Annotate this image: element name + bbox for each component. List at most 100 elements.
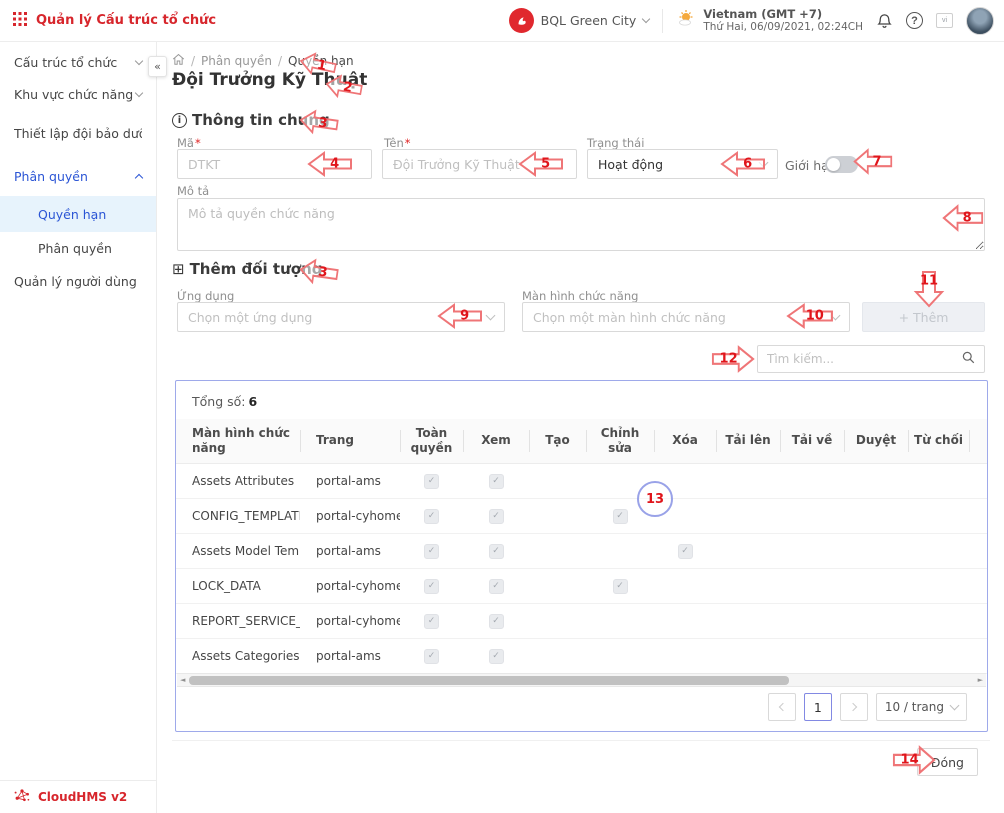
chevron-down-icon xyxy=(949,700,960,711)
checkbox-checked[interactable]: ✓ xyxy=(424,578,439,594)
general-info-section-heading: i Thông tin chung xyxy=(172,111,330,129)
add-button[interactable]: + Thêm xyxy=(862,302,985,332)
brand-molecule-icon xyxy=(13,787,31,807)
status-label: Trạng thái xyxy=(587,136,645,150)
sidebar-item-quyen-han[interactable]: Quyền hạn xyxy=(0,196,156,232)
pagination: 1 10 / trang xyxy=(767,693,967,721)
col-tao[interactable]: Tạo xyxy=(529,419,586,464)
checkbox-checked[interactable]: ✓ xyxy=(612,578,628,594)
limit-toggle[interactable] xyxy=(825,156,858,173)
scroll-right-icon[interactable]: ► xyxy=(977,676,983,684)
chevron-down-icon xyxy=(134,88,144,97)
checkbox-checked[interactable]: ✓ xyxy=(612,508,628,524)
chevron-left-icon xyxy=(778,702,788,712)
sidebar-footer: CloudHMS v2 xyxy=(0,780,156,813)
col-tai-ve[interactable]: Tải về xyxy=(780,419,844,464)
checkbox-checked[interactable]: ✓ xyxy=(488,578,504,594)
checkbox-checked[interactable]: ✓ xyxy=(424,543,439,559)
close-button[interactable]: Đóng xyxy=(916,748,978,776)
code-field[interactable] xyxy=(177,149,372,179)
limit-label: Giới hạn xyxy=(785,158,837,173)
scrollbar-thumb[interactable] xyxy=(189,676,789,685)
sidebar-item-phan-quyen-parent[interactable]: Phân quyền xyxy=(0,156,156,196)
col-xem[interactable]: Xem xyxy=(463,419,529,464)
breadcrumb-item-phan-quyen[interactable]: Phân quyền xyxy=(201,54,272,68)
sidebar-item-quan-ly-nguoi-dung[interactable]: Quản lý người dùng xyxy=(14,274,137,289)
status-select[interactable]: Hoạt động xyxy=(587,149,778,179)
prev-page-button[interactable] xyxy=(767,693,796,721)
table-row[interactable]: Assets Model Templates portal-ams ✓ ✓ ✓ … xyxy=(176,533,987,569)
timezone-block[interactable]: Vietnam (GMT +7) Thứ Hai, 06/09/2021, 02… xyxy=(676,7,863,35)
description-label: Mô tả xyxy=(177,184,210,198)
table-row[interactable]: Assets Categories portal-ams ✓ ✓ ✓ ✓ ✓ ✓… xyxy=(176,638,987,674)
chevron-up-icon xyxy=(134,173,144,182)
col-xoa[interactable]: Xóa xyxy=(654,419,716,464)
search-icon[interactable] xyxy=(962,351,975,368)
checkbox-checked[interactable]: ✓ xyxy=(424,648,439,664)
description-textarea[interactable] xyxy=(177,198,985,251)
chevron-down-icon xyxy=(758,157,769,168)
col-tai-len[interactable]: Tải lên xyxy=(716,419,780,464)
table-row[interactable]: REPORT_SERVICE_REVEN... portal-cyhome ✓ … xyxy=(176,603,987,639)
search-input[interactable] xyxy=(767,352,947,366)
org-logo-icon xyxy=(508,8,534,33)
name-field[interactable] xyxy=(382,149,577,179)
checkbox-checked[interactable]: ✓ xyxy=(488,613,504,629)
col-toan-quyen[interactable]: Toàn quyền xyxy=(400,419,463,464)
screen-select[interactable]: Chọn một màn hình chức năng xyxy=(522,302,850,332)
language-switch[interactable]: vi xyxy=(936,13,953,28)
info-icon: i xyxy=(172,112,187,128)
checkbox-checked[interactable]: ✓ xyxy=(424,613,439,629)
permissions-table-panel: Tổng số: 6 Màn hình chức năng Trang Toàn … xyxy=(175,380,988,732)
sidebar-item-thiet-lap-doi-bao-duong[interactable]: Thiết lập đội bảo dưỡng khu ... xyxy=(14,125,142,141)
header-divider xyxy=(662,8,664,33)
scroll-left-icon[interactable]: ◄ xyxy=(180,676,186,684)
permissions-table: Màn hình chức năng Trang Toàn quyền Xem … xyxy=(176,419,987,674)
page-number-button[interactable]: 1 xyxy=(803,693,832,721)
application-select[interactable]: Chọn một ứng dụng xyxy=(177,302,505,332)
col-chinh-sua[interactable]: Chỉnh sửa xyxy=(586,419,654,464)
table-header-row: Màn hình chức năng Trang Toàn quyền Xem … xyxy=(176,419,987,464)
table-row[interactable]: LOCK_DATA portal-cyhome ✓ ✓ ✓ ✓ ✓ ✓ ✓ ✓ … xyxy=(176,568,987,604)
org-selector[interactable]: BQL Green City xyxy=(508,8,651,33)
app-grid-icon[interactable] xyxy=(13,11,27,30)
checkbox-checked[interactable]: ✓ xyxy=(488,543,504,559)
breadcrumb-item-quyen-han[interactable]: Quyền hạn xyxy=(288,54,354,68)
checkbox-checked[interactable]: ✓ xyxy=(424,473,439,489)
help-icon[interactable]: ? xyxy=(906,12,923,29)
horizontal-scrollbar[interactable]: ◄ ► xyxy=(177,673,986,687)
col-trang[interactable]: Trang xyxy=(300,419,400,464)
checkbox-checked[interactable]: ✓ xyxy=(677,543,693,559)
brand-name: CloudHMS v2 xyxy=(38,790,128,804)
checkbox-checked[interactable]: ✓ xyxy=(424,508,439,524)
table-row[interactable]: CONFIG_TEMPLATE portal-cyhome ✓ ✓ ✓ ✓ ✓ … xyxy=(176,498,987,534)
next-page-button[interactable] xyxy=(839,693,868,721)
checkbox-checked[interactable]: ✓ xyxy=(488,508,504,524)
timezone-name: Vietnam (GMT +7) xyxy=(703,6,823,21)
sidebar-item-phan-quyen[interactable]: Phân quyền xyxy=(38,241,112,256)
sidebar-collapse-button[interactable]: « xyxy=(148,56,167,77)
sidebar-item-cau-truc-to-chuc[interactable]: Cấu trúc tổ chức xyxy=(0,46,156,78)
notification-bell-icon[interactable] xyxy=(876,12,893,29)
page-size-select[interactable]: 10 / trang xyxy=(875,693,967,721)
col-duyet[interactable]: Duyệt xyxy=(844,419,908,464)
chevron-down-icon xyxy=(485,310,496,321)
checkbox-checked[interactable]: ✓ xyxy=(488,473,504,489)
app-title: Quản lý Cấu trúc tổ chức xyxy=(36,13,217,28)
chevron-down-icon xyxy=(830,310,841,321)
table-row[interactable]: Assets Attributes portal-ams ✓ ✓ ✓ ✓ ✓ ✓… xyxy=(176,463,987,499)
sidebar: Cấu trúc tổ chức Khu vực chức năng Thiết… xyxy=(0,42,157,813)
current-datetime: Thứ Hai, 06/09/2021, 02:24CH xyxy=(703,21,863,34)
add-box-icon: ⊞ xyxy=(172,260,185,278)
search-box xyxy=(757,345,985,373)
footer-divider xyxy=(172,740,990,741)
total-count: Tổng số: 6 xyxy=(192,394,258,409)
sidebar-item-khu-vuc-chuc-nang[interactable]: Khu vực chức năng xyxy=(0,78,156,110)
col-tu-choi[interactable]: Từ chối xyxy=(908,419,969,464)
checkbox-checked[interactable]: ✓ xyxy=(488,648,504,664)
chevron-right-icon xyxy=(848,702,858,712)
user-avatar[interactable] xyxy=(966,6,994,35)
home-icon[interactable] xyxy=(172,53,185,69)
col-man-hinh-chuc-nang[interactable]: Màn hình chức năng xyxy=(176,419,300,464)
